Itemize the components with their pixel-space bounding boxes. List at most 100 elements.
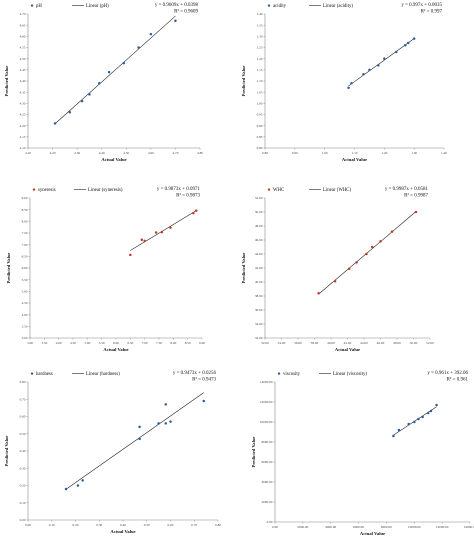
y-axis-title: Predicted Value	[4, 436, 9, 467]
legend-series-label: WHC	[273, 188, 284, 193]
data-point	[429, 409, 433, 413]
data-point	[169, 420, 172, 423]
x-tick-label: 4.20	[50, 151, 56, 155]
data-point	[392, 434, 395, 438]
y-tick-label: 4.25	[20, 113, 26, 117]
x-tick-label: 8000.00	[381, 525, 392, 529]
y-tick-label: 52.00	[255, 196, 263, 200]
x-tick-label: 36.00	[294, 341, 302, 345]
data-point	[122, 61, 126, 65]
y-tick-label: 46.00	[255, 238, 263, 242]
y-tick-label: 1.20	[257, 57, 263, 61]
y-tick-label: 1.05	[257, 90, 263, 94]
legend-marker	[277, 372, 281, 375]
x-tick-label: 4.50	[123, 151, 129, 155]
y-tick-label: 7.00	[22, 243, 28, 247]
data-point	[202, 399, 205, 403]
x-tick-label: 40.00	[327, 341, 335, 345]
chart-panel-1: 4.10 4.20 4.30 4.40 4.50 4.60 4.70 4.80 4.10 4.15…	[4, 3, 203, 162]
x-tick-label: 4.30	[74, 151, 80, 155]
y-tick-label: 12000.00	[260, 400, 273, 404]
y-tick-label: 4.40	[20, 79, 26, 83]
x-tick-label: 6.00	[113, 341, 119, 345]
chart-panel-4: 32.00 34.00 36.00 38.00 40.00 42.00 44.00 46.00…	[241, 187, 434, 352]
x-tick-label: 0.20	[73, 523, 79, 527]
y-tick-label: 9.00	[22, 196, 28, 200]
y-tick-label: 8000.00	[261, 440, 272, 444]
data-point	[169, 226, 172, 229]
data-point	[414, 210, 418, 214]
y-axis-title: Predicted Value	[6, 253, 11, 284]
regression-equation: y = 0.9609x + 0.0398	[155, 3, 199, 8]
y-tick-label: 0.90	[257, 124, 263, 128]
x-tick-label: 4.10	[25, 151, 31, 155]
data-point	[76, 484, 80, 487]
data-point	[417, 417, 420, 421]
data-point	[140, 238, 144, 242]
legend-series-label: pH	[36, 4, 42, 9]
data-point	[160, 230, 164, 234]
data-point	[88, 93, 91, 96]
data-point	[397, 428, 401, 432]
data-point	[371, 245, 374, 249]
data-point	[129, 253, 132, 257]
x-tick-label: 3.50	[41, 341, 47, 345]
x-tick-label: 46.00	[377, 341, 385, 345]
x-tick-label: 12000.00	[436, 525, 449, 529]
legend-trendline-label: Linear (syneresis)	[88, 188, 123, 193]
chart-panel-2: 0.80 0.90 1.00 1.10 1.20 1.30 1.40 0.80 0.85 0.90…	[241, 3, 447, 162]
data-point	[407, 422, 410, 426]
legend-series-label: hardness	[36, 372, 53, 377]
data-point	[195, 209, 198, 212]
x-tick-label: 4.40	[99, 151, 105, 155]
x-tick-label: 7.00	[142, 341, 148, 345]
data-point	[81, 479, 84, 482]
r-squared: R² = 0.9987	[404, 193, 428, 199]
y-tick-label: 8.00	[22, 220, 28, 224]
y-tick-label: 4.70	[20, 12, 26, 16]
x-tick-label: 4000.00	[325, 525, 336, 529]
trend-line	[130, 210, 197, 251]
x-tick-label: 44.00	[360, 341, 368, 345]
data-point	[365, 252, 368, 256]
y-tick-label: 14000.00	[260, 380, 273, 384]
legend-marker	[267, 188, 271, 191]
y-tick-label: 1.30	[257, 35, 263, 39]
y-tick-label: 3.50	[22, 325, 28, 329]
y-tick-label: 3.00	[22, 336, 28, 340]
regression-equation: y = 0.9873x + 0.0971	[157, 187, 201, 192]
x-axis-title: Actual Value	[101, 157, 126, 162]
x-tick-label: 3.00	[27, 341, 33, 345]
regression-equation: y = 0.9473x + 0.0256	[173, 371, 217, 376]
x-tick-label: 0.40	[120, 523, 126, 527]
y-tick-label: 4.35	[20, 90, 26, 94]
data-point	[421, 415, 424, 419]
data-point	[350, 81, 353, 85]
data-point	[406, 41, 410, 45]
y-tick-label: 1.00	[257, 102, 263, 106]
data-point	[390, 230, 394, 233]
data-point	[137, 46, 140, 49]
y-tick-label: 4.60	[20, 35, 26, 39]
x-tick-label: 42.00	[344, 341, 352, 345]
trend-line	[393, 406, 437, 436]
x-tick-label: 0.50	[144, 523, 150, 527]
x-tick-label: 5.00	[84, 341, 90, 345]
x-tick-label: 1.10	[352, 151, 358, 155]
x-tick-label: 4.70	[172, 151, 178, 155]
legend-marker	[30, 4, 34, 7]
y-tick-label: 0.60	[20, 415, 26, 419]
x-tick-label: 9.00	[199, 341, 205, 345]
r-squared: R² = 0.9873	[176, 193, 200, 199]
y-tick-label: 5.00	[22, 290, 28, 294]
y-tick-label: 4.45	[20, 68, 26, 72]
y-tick-label: 0.70	[20, 397, 26, 401]
trend-line	[54, 15, 176, 124]
data-point	[192, 211, 195, 215]
data-point	[138, 437, 141, 441]
y-tick-label: 4.10	[20, 146, 26, 150]
x-tick-label: 4.00	[56, 341, 62, 345]
y-tick-label: 10000.00	[260, 420, 273, 424]
y-tick-label: 50.00	[255, 210, 263, 214]
